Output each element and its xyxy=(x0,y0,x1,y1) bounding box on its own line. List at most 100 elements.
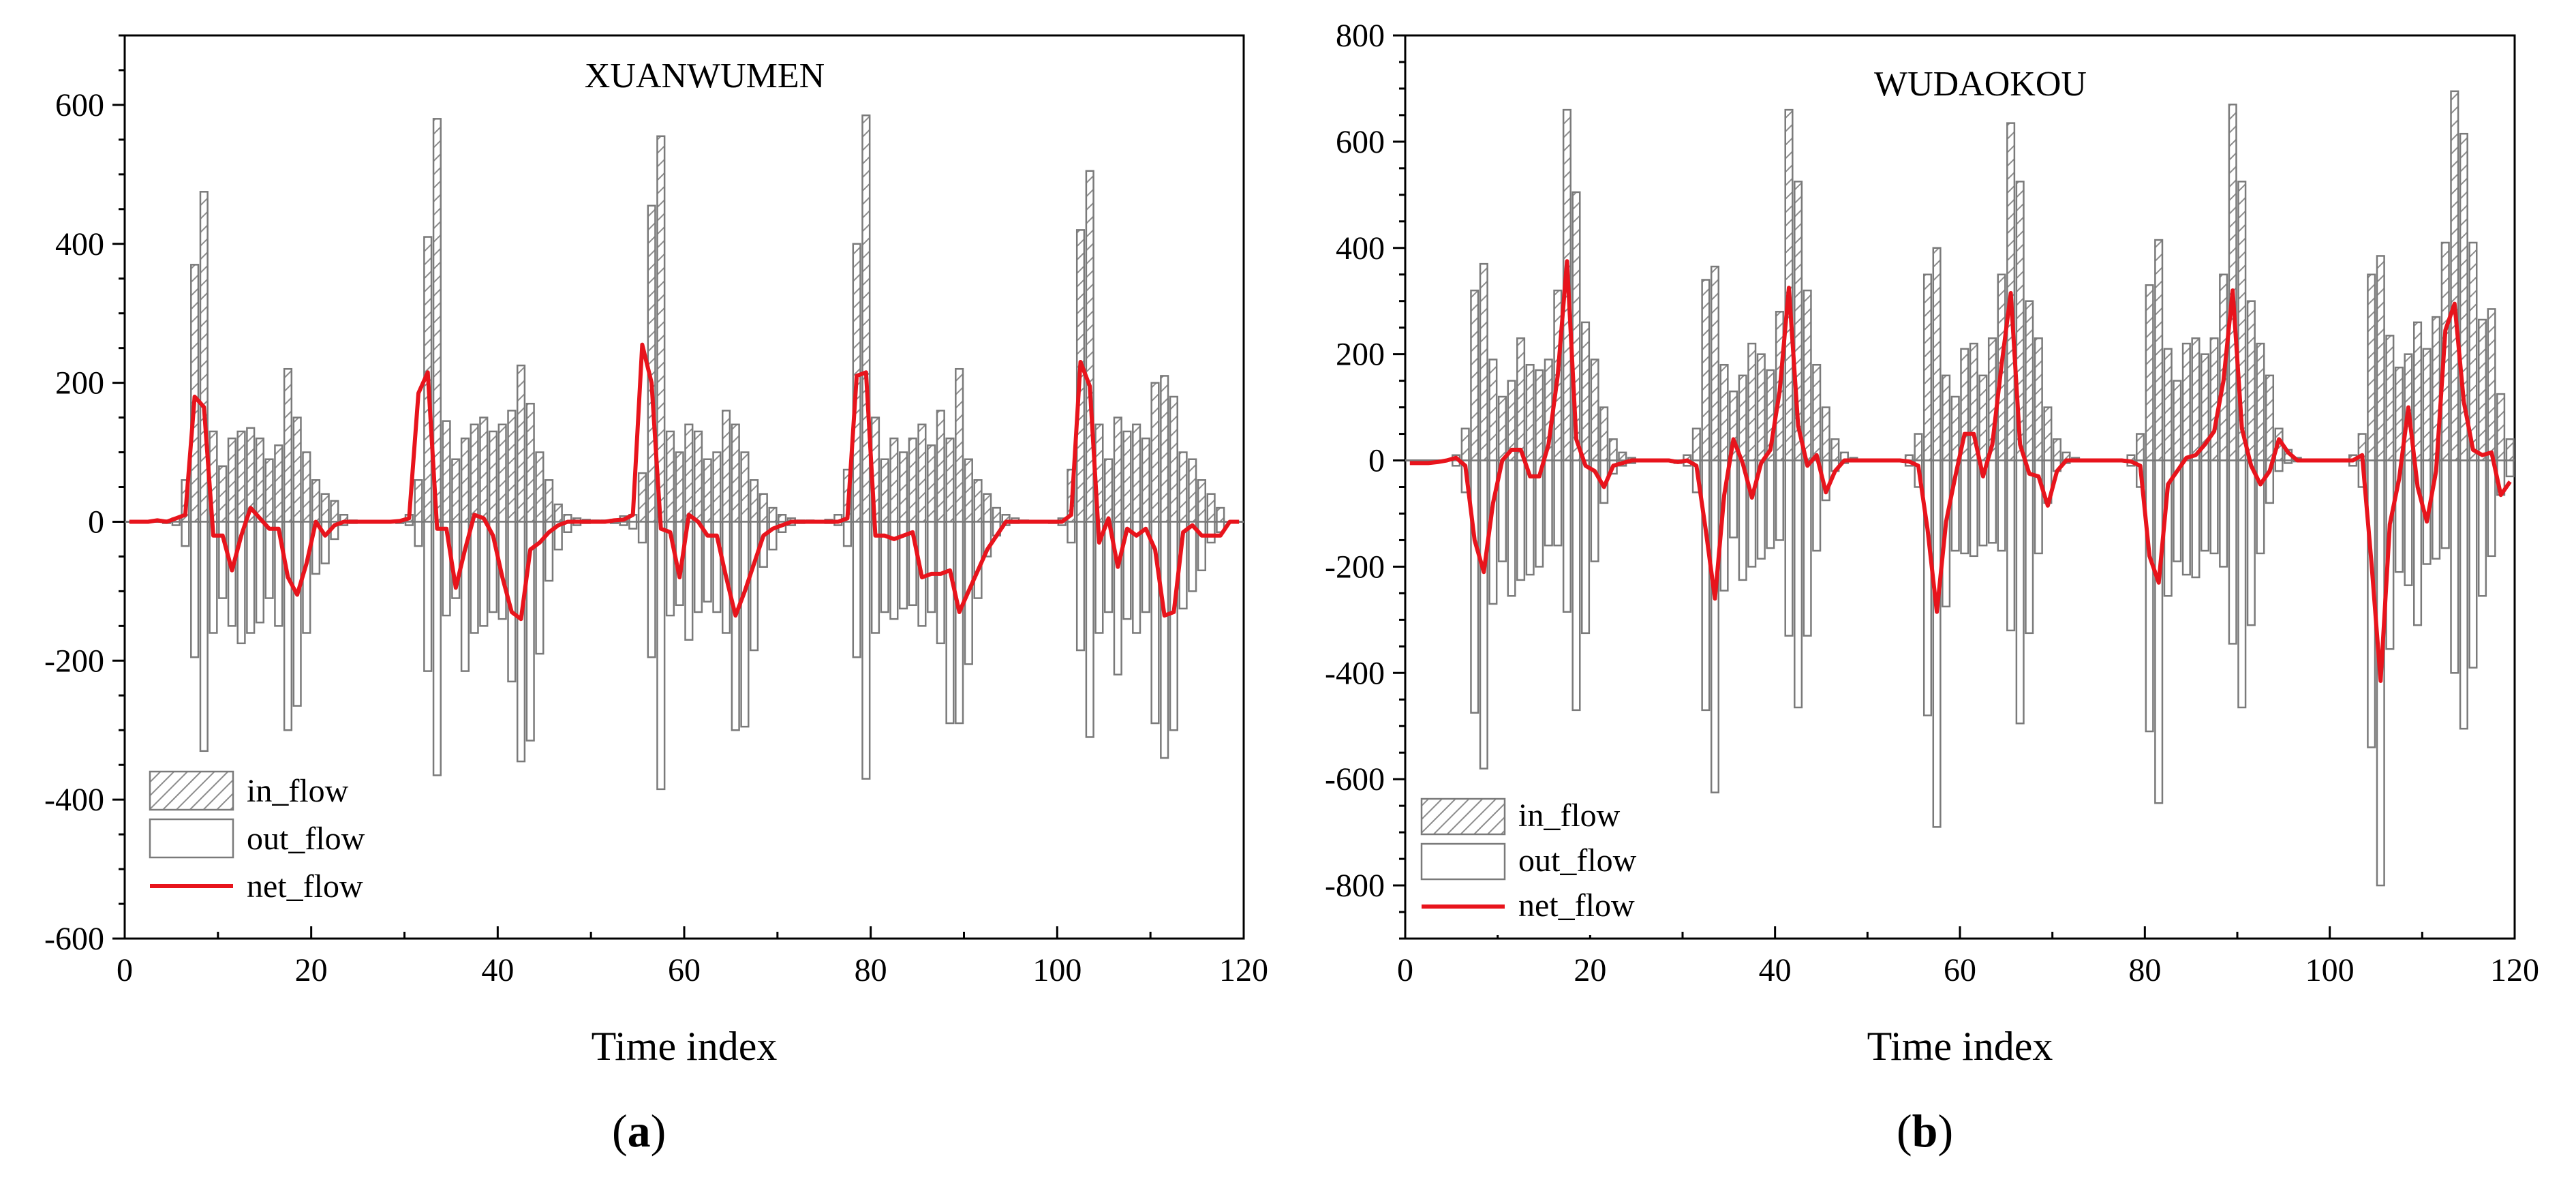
in-flow-bar xyxy=(507,410,517,523)
legend-label: net_flow xyxy=(247,868,363,904)
out-flow-bar xyxy=(1747,459,1757,568)
out-flow-bar xyxy=(1507,459,1516,597)
in-flow-bar xyxy=(1784,108,1794,461)
in-flow-bar xyxy=(320,493,330,523)
in-flow-bar xyxy=(1756,353,1766,461)
out-flow-bar xyxy=(292,521,302,707)
y-tick-label: -400 xyxy=(1325,655,1385,691)
in-flow-bar xyxy=(236,430,246,523)
out-flow-bar xyxy=(1571,459,1581,712)
in-flow-bar xyxy=(1479,262,1488,461)
in-flow-bar xyxy=(516,364,526,523)
out-flow-bar xyxy=(236,521,246,645)
out-flow-bar xyxy=(983,521,992,558)
out-flow-bar xyxy=(1766,459,1775,549)
chart-panel-a: 0 20 40 60 80 100 120 -600 -400 -200 0 200 400 600 XUA… xyxy=(44,34,1268,1069)
panel-label-a: (a) xyxy=(612,1105,666,1157)
x-tick-label: 0 xyxy=(117,952,133,988)
out-flow-bar xyxy=(955,521,964,725)
out-flow-bar xyxy=(2228,459,2237,645)
in-flow-bar xyxy=(721,410,731,523)
in-flow-bar xyxy=(740,451,750,523)
out-flow-bar xyxy=(199,521,209,752)
in-flow-bar xyxy=(936,410,945,523)
out-flow-bar xyxy=(1794,459,1803,709)
in-flow-bar xyxy=(712,451,722,523)
in-flow-bar xyxy=(2173,380,2182,461)
in-flow-bar xyxy=(637,472,647,523)
in-flow-bar xyxy=(880,458,889,523)
x-axis-label: Time index xyxy=(1867,1024,2053,1069)
in-flow-bar xyxy=(255,437,264,523)
out-flow-bar xyxy=(703,521,712,603)
out-flow-bar xyxy=(470,521,479,634)
in-flow-bar xyxy=(1812,363,1822,461)
out-flow-bar xyxy=(525,521,535,742)
in-flow-bar xyxy=(1581,321,1591,461)
out-flow-bar xyxy=(1113,521,1122,675)
in-flow-bar xyxy=(2367,273,2376,461)
out-flow-bar xyxy=(1987,459,1997,544)
out-flow-bar xyxy=(1710,459,1720,793)
chart-panel-b: 0 20 40 60 80 100 120 -800 -600 -400 -200 0 200 400 60… xyxy=(1325,18,2539,1069)
x-tick-label: 120 xyxy=(1219,952,1268,988)
out-flow-bar xyxy=(656,521,666,791)
y-tick-label: -600 xyxy=(44,921,104,957)
out-flow-bar xyxy=(768,521,778,551)
out-flow-bar xyxy=(945,521,955,725)
y-tick-label: 200 xyxy=(1336,337,1385,373)
y-tick-label: -600 xyxy=(1325,761,1385,797)
in-flow-bar xyxy=(460,437,470,523)
out-flow-bar xyxy=(1960,459,1969,555)
in-flow-bar xyxy=(778,514,787,523)
legend-label: net_flow xyxy=(1518,887,1635,924)
out-flow-bar xyxy=(1553,459,1563,547)
panel-label-b: (b) xyxy=(1897,1105,1954,1157)
in-flow-bar xyxy=(1830,438,1840,461)
out-flow-bar xyxy=(432,521,442,776)
out-flow-bar xyxy=(852,521,861,658)
in-flow-bar xyxy=(2228,104,2237,461)
in-flow-bar xyxy=(451,458,461,523)
in-flow-bar xyxy=(1942,374,1951,461)
in-flow-bar xyxy=(2477,318,2487,461)
legend-swatch-out-flow xyxy=(149,818,234,859)
out-flow-bar xyxy=(414,521,423,547)
in-flow-bar xyxy=(1710,265,1720,461)
y-tick-label: 0 xyxy=(1368,443,1385,479)
in-flow-bar xyxy=(2246,300,2256,461)
in-flow-bar xyxy=(1085,170,1094,523)
out-flow-bar xyxy=(1729,459,1738,538)
x-tick-label: 80 xyxy=(855,952,887,988)
in-flow-bar xyxy=(1978,374,1988,461)
in-flow-bar xyxy=(488,430,498,523)
in-flow-bar xyxy=(2154,239,2164,461)
out-flow-bar xyxy=(1479,459,1488,770)
out-flow-bar xyxy=(2487,459,2496,558)
out-flow-bar xyxy=(2209,459,2219,555)
in-flow-bar xyxy=(1160,375,1169,523)
out-flow-bar xyxy=(1122,521,1132,620)
in-flow-bar xyxy=(703,458,712,523)
in-flow-bar xyxy=(1950,395,1960,461)
y-tick-label: -200 xyxy=(44,643,104,679)
in-flow-bar xyxy=(750,479,759,523)
in-flow-bar xyxy=(311,479,321,523)
in-flow-bar xyxy=(983,493,992,523)
in-flow-bar xyxy=(2265,374,2275,461)
out-flow-bar xyxy=(1535,459,1544,568)
out-flow-bar xyxy=(1775,459,1784,541)
in-flow-bar xyxy=(889,437,899,523)
in-flow-bar xyxy=(955,367,964,523)
out-flow-bar xyxy=(1188,521,1197,592)
out-flow-bar xyxy=(1197,521,1207,572)
out-flow-bar xyxy=(227,521,236,627)
in-flow-bar xyxy=(1738,374,1747,461)
out-flow-bar xyxy=(2256,459,2265,555)
x-tick-label: 100 xyxy=(2305,952,2355,988)
x-tick-label: 40 xyxy=(481,952,514,988)
in-flow-bar xyxy=(684,423,694,523)
x-tick-label: 60 xyxy=(668,952,701,988)
in-flow-bar xyxy=(1497,395,1507,461)
in-flow-bar xyxy=(2163,348,2173,461)
